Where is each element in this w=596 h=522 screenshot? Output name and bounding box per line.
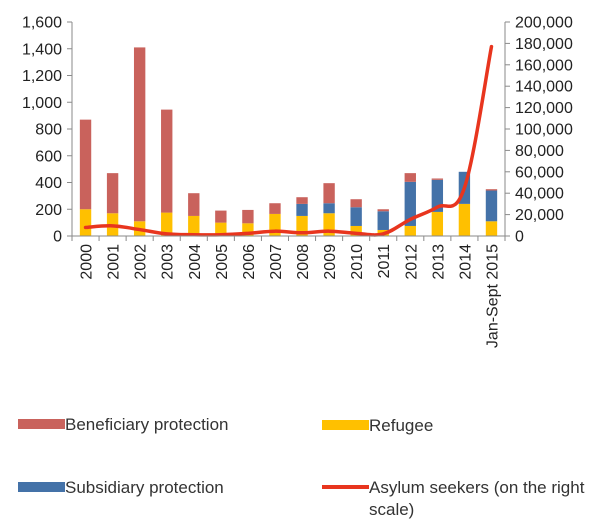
y-right-tick-label: 200,000 [515, 15, 573, 32]
bar-refugee-6 [242, 223, 254, 236]
y-right-tick-label: 160,000 [515, 57, 573, 74]
y-right-tick-label: 180,000 [515, 36, 573, 53]
legend-item-subsidiary: Subsidiary protection [18, 477, 224, 499]
bar-beneficiary-protection-10 [350, 199, 362, 208]
bar-refugee-9 [323, 213, 335, 236]
line-layer [83, 44, 494, 237]
bar-subsidiary-protection-11 [377, 211, 389, 230]
bar-beneficiary-protection-6 [242, 209, 254, 224]
bar-refugee-7 [269, 213, 281, 236]
legend-item-refugee: Refugee [322, 415, 433, 437]
y-right-tick-label: 100,000 [515, 122, 573, 139]
y-left-tick-label: 1,200 [22, 68, 62, 85]
bar-subsidiary-protection-15 [485, 190, 498, 222]
y-left-tick-label: 1,400 [22, 41, 62, 58]
y-right-tick-label: 120,000 [515, 100, 573, 117]
x-tick-label: 2009 [322, 244, 339, 280]
bar-beneficiary-protection-2 [133, 47, 146, 222]
bar-refugee-14 [458, 203, 471, 236]
bar-refugee-10 [350, 225, 362, 236]
bar-refugee-12 [404, 225, 416, 236]
legend-swatch-beneficiary [18, 419, 65, 429]
bar-refugee-8 [296, 215, 308, 236]
bar-subsidiary-protection-10 [350, 207, 362, 226]
y-left-tick-label: 800 [35, 122, 62, 139]
axes-layer [67, 21, 510, 241]
bar-refugee-0 [79, 209, 92, 236]
bar-beneficiary-protection-13 [431, 178, 444, 180]
y-left-tick-label: 400 [35, 175, 62, 192]
bar-subsidiary-protection-13 [431, 179, 444, 212]
x-tick-label: 2002 [133, 244, 150, 280]
legend-swatch-asylum [322, 485, 369, 489]
bar-beneficiary-protection-0 [79, 119, 92, 210]
bar-beneficiary-protection-8 [296, 197, 308, 204]
x-tick-label: Jan-Sept 2015 [484, 244, 501, 348]
y-left-tick-label: 1,600 [22, 15, 62, 32]
legend-swatch-subsidiary [18, 482, 65, 492]
legend-label-beneficiary: Beneficiary protection [65, 415, 229, 434]
legend-label-refugee: Refugee [369, 416, 434, 435]
bar-beneficiary-protection-5 [215, 210, 227, 223]
x-tick-label: 2000 [79, 244, 96, 280]
x-tick-label: 2003 [160, 244, 177, 280]
y-left-tick-label: 0 [53, 229, 62, 246]
bars-layer [79, 47, 498, 237]
y-left-tick-label: 1,000 [22, 95, 62, 112]
bar-beneficiary-protection-1 [106, 173, 119, 214]
bar-refugee-15 [485, 221, 498, 236]
line-asylum-seekers [83, 44, 494, 237]
legend-label-subsidiary: Subsidiary protection [65, 478, 224, 497]
x-tick-label: 2005 [214, 244, 231, 280]
y-left-tick-label: 200 [35, 202, 62, 219]
x-tick-label: 2006 [241, 244, 258, 280]
x-tick-label: 2012 [403, 244, 420, 280]
bar-refugee-3 [161, 212, 173, 236]
bar-refugee-13 [431, 211, 444, 236]
bar-beneficiary-protection-9 [323, 183, 335, 204]
bar-subsidiary-protection-9 [323, 203, 335, 214]
x-tick-label: 2013 [430, 244, 447, 280]
y-right-tick-label: 140,000 [515, 79, 573, 96]
x-tick-label: 2008 [295, 244, 312, 280]
y-right-tick-label: 20,000 [515, 207, 564, 224]
x-tick-label: 2014 [457, 244, 474, 280]
bar-refugee-5 [215, 222, 227, 237]
bar-beneficiary-protection-12 [404, 173, 416, 182]
bar-beneficiary-protection-15 [485, 189, 498, 191]
legend-label-asylum: Asylum seekers (on the right scale) [369, 478, 585, 519]
bar-beneficiary-protection-7 [269, 203, 281, 214]
x-tick-label: 2007 [268, 244, 285, 280]
bar-subsidiary-protection-8 [296, 203, 308, 216]
bar-subsidiary-protection-12 [404, 181, 416, 226]
x-tick-label: 2001 [106, 244, 123, 280]
y-left-tick-label: 600 [35, 148, 62, 165]
bar-refugee-4 [188, 215, 200, 236]
y-right-tick-label: 80,000 [515, 143, 564, 160]
bar-beneficiary-protection-11 [377, 209, 389, 212]
legend-swatch-refugee [322, 420, 369, 430]
y-right-tick-label: 40,000 [515, 186, 564, 203]
x-tick-label: 2010 [349, 244, 366, 280]
legend-item-beneficiary: Beneficiary protection [18, 414, 228, 436]
labels-layer: 0 200 400 600 800 1,000 1,200 1,400 1,600 0 20,000… [22, 15, 573, 349]
y-right-tick-label: 60,000 [515, 164, 564, 181]
bar-beneficiary-protection-3 [161, 109, 173, 213]
x-tick-label: 2004 [187, 244, 204, 280]
legend-item-asylum: Asylum seekers (on the right scale) [322, 477, 596, 521]
bar-beneficiary-protection-4 [188, 193, 200, 216]
x-tick-label: 2011 [376, 244, 393, 279]
y-right-tick-label: 0 [515, 229, 524, 246]
